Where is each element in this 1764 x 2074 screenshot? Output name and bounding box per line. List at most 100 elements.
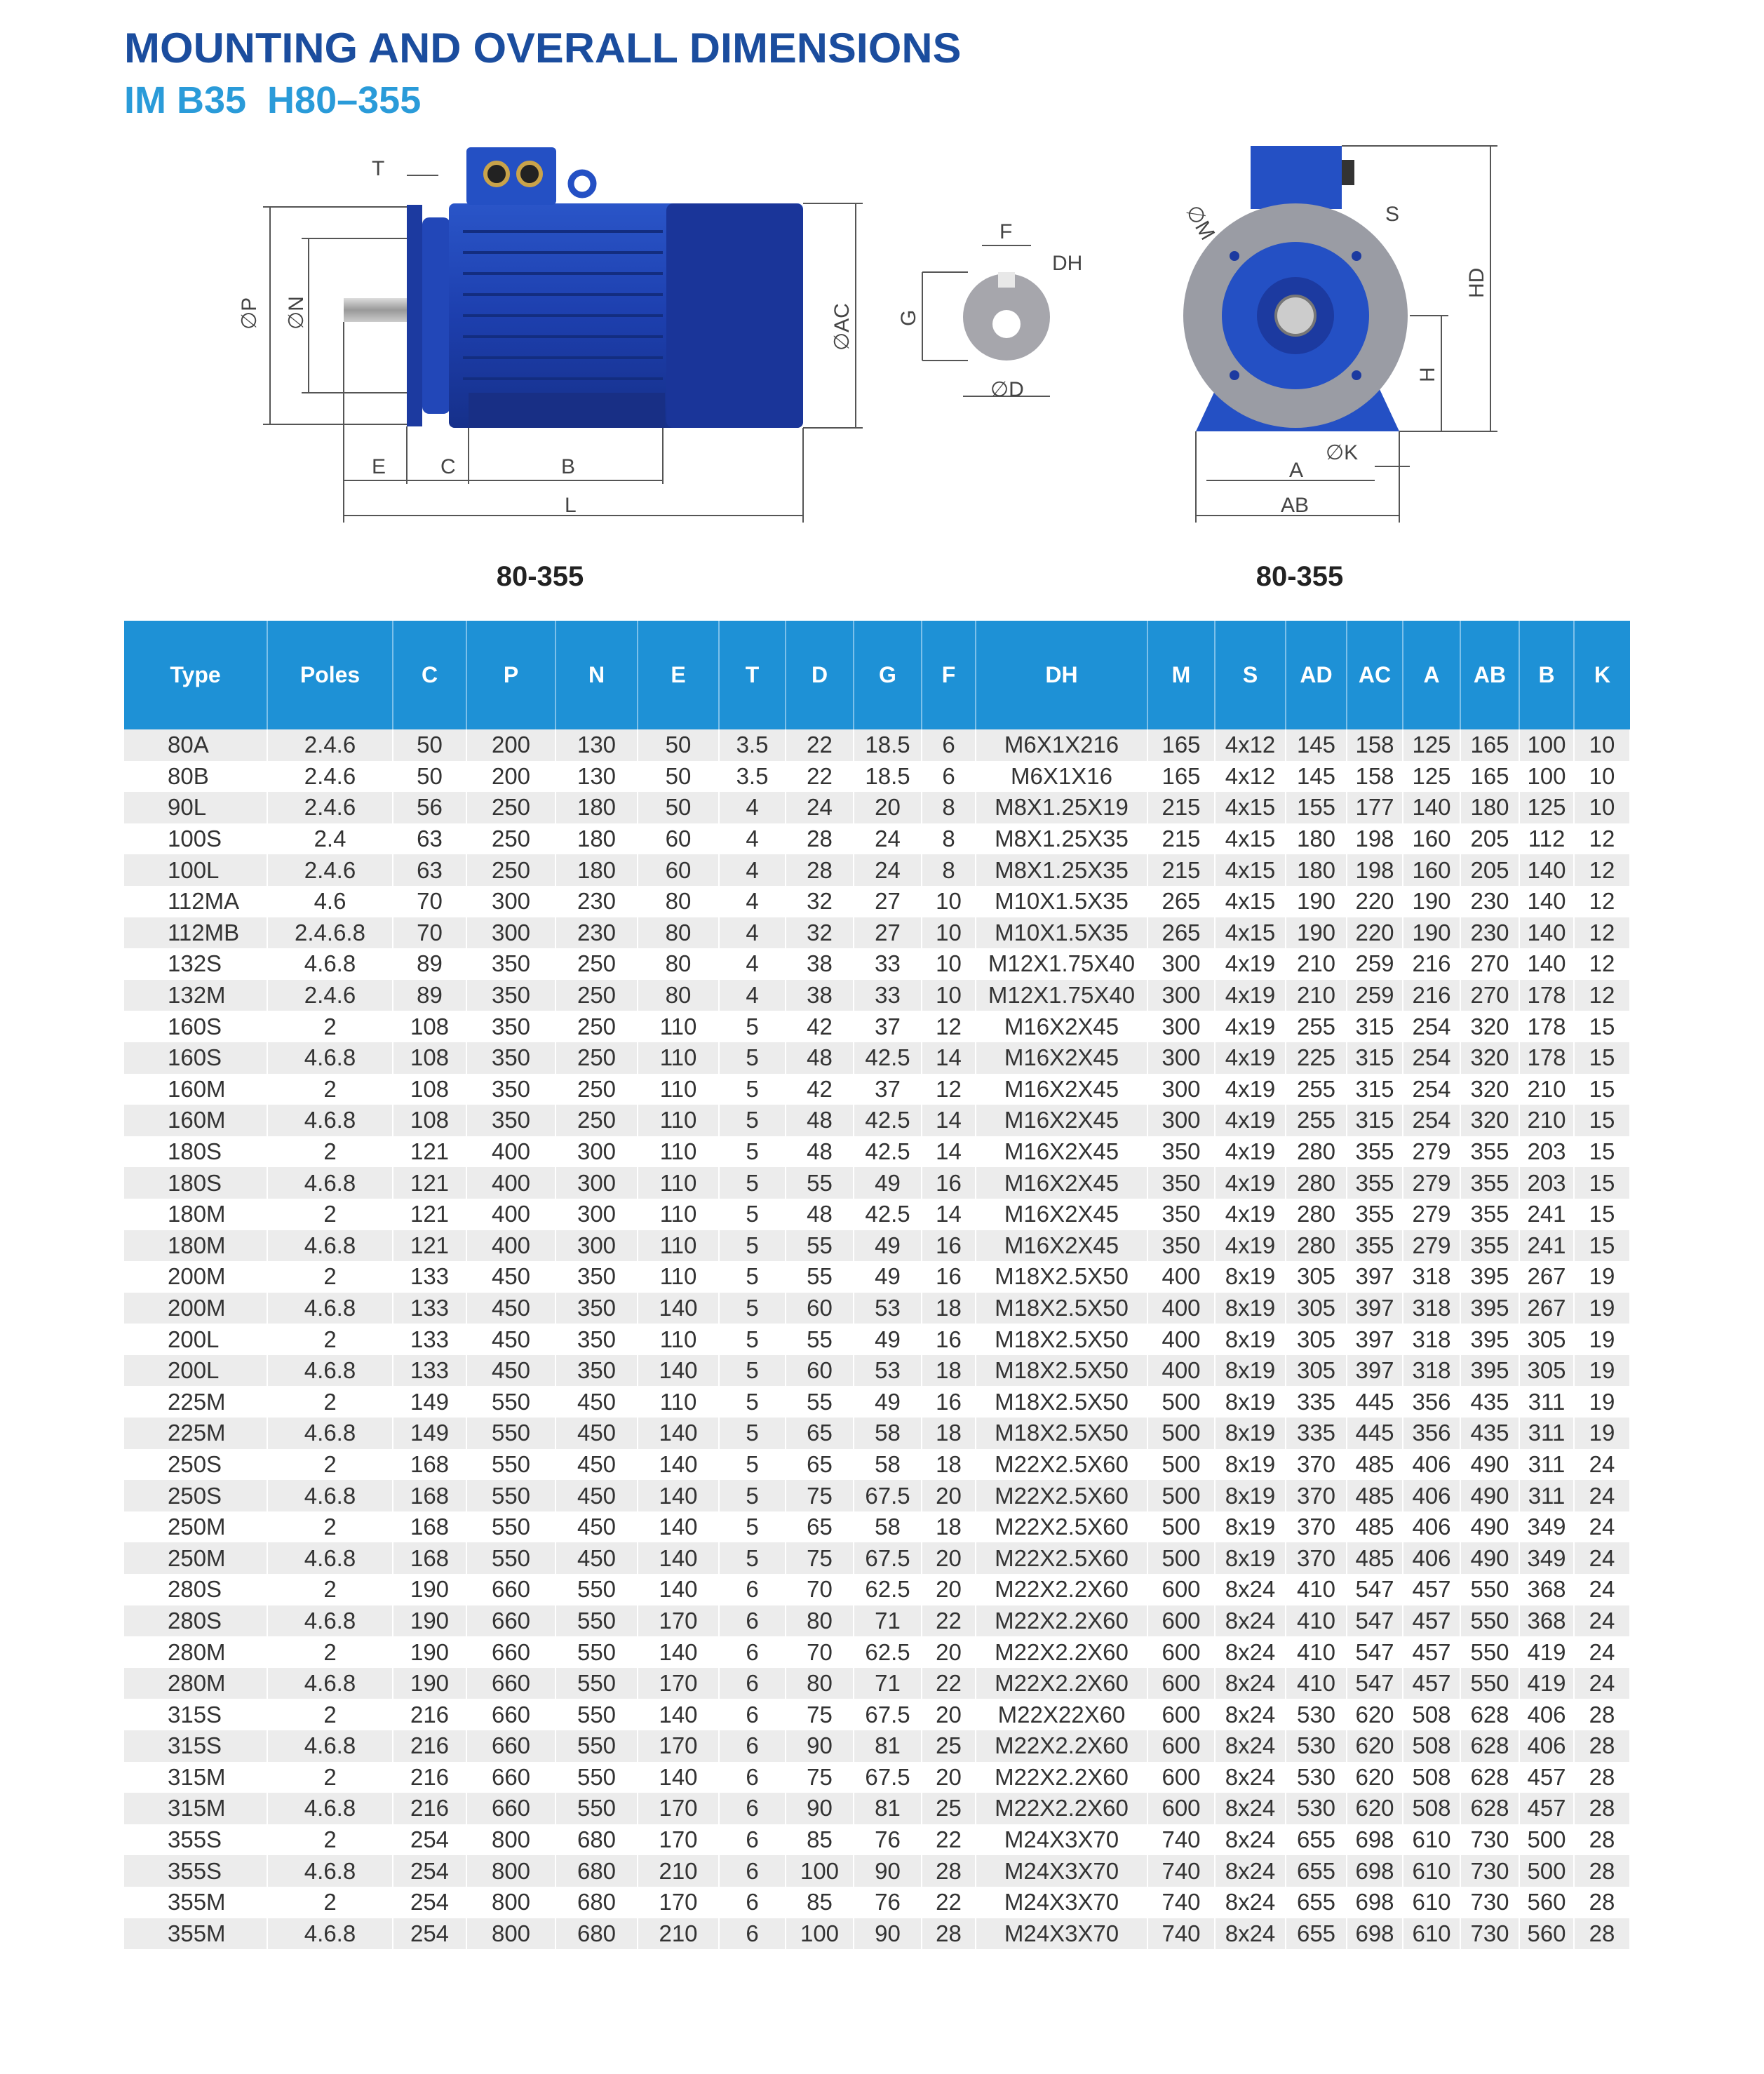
cell-m: 400: [1147, 1354, 1216, 1387]
cell-c: 254: [393, 1824, 467, 1856]
cell-t: 5: [719, 1292, 786, 1324]
front-dimension-lines: [1195, 145, 1497, 523]
cell-m: 300: [1147, 1011, 1216, 1042]
cell-poles: 2: [267, 1448, 393, 1481]
cell-ab: 550: [1460, 1636, 1520, 1668]
cell-k: 15: [1574, 1105, 1631, 1136]
cell-m: 500: [1147, 1386, 1216, 1418]
cell-t: 4: [719, 823, 786, 855]
page-subtitle: IM B35 H80–355: [124, 79, 422, 121]
cell-g: 49: [854, 1324, 922, 1355]
cell-type: 100L: [124, 854, 268, 886]
cell-n: 350: [556, 1354, 638, 1387]
column-header-p: P: [466, 621, 556, 729]
table-row: 112MB 2.4.6.8 70 300 230 80 4 32 27 10 M10X1.5X35 2…: [124, 917, 1631, 949]
cell-n: 680: [556, 1855, 638, 1887]
cell-f: 18: [922, 1418, 976, 1449]
cell-p: 800: [466, 1855, 556, 1887]
table-row: 315S 2 216 660 550 140 6 75 67.5 20 M22X22X60 600 8x…: [124, 1699, 1631, 1730]
cell-ac: 485: [1347, 1448, 1403, 1481]
cell-s: 4x15: [1215, 854, 1286, 886]
cell-ac: 445: [1347, 1418, 1403, 1449]
cell-g: 71: [854, 1667, 922, 1699]
cell-s: 8x24: [1215, 1667, 1286, 1699]
table-row: 132S 4.6.8 89 350 250 80 4 38 33 10 M12X1.75X40 300…: [124, 948, 1631, 980]
cell-m: 350: [1147, 1167, 1216, 1199]
cell-f: 14: [922, 1198, 976, 1230]
cell-a: 279: [1403, 1198, 1461, 1230]
cell-a: 279: [1403, 1167, 1461, 1199]
cell-f: 10: [922, 917, 976, 949]
cell-b: 419: [1519, 1636, 1575, 1668]
cell-b: 349: [1519, 1511, 1575, 1543]
cell-ac: 259: [1347, 979, 1403, 1011]
label-ab: AB: [1281, 494, 1309, 517]
cell-ac: 177: [1347, 792, 1403, 823]
cell-n: 300: [556, 1167, 638, 1199]
cell-d: 80: [786, 1605, 854, 1637]
cell-m: 500: [1147, 1480, 1216, 1511]
label-a: A: [1289, 459, 1303, 482]
table-row: 315M 4.6.8 216 660 550 170 6 90 81 25 M22X2.2X60 60…: [124, 1793, 1631, 1824]
cell-n: 550: [556, 1761, 638, 1793]
cell-dh: M12X1.75X40: [976, 979, 1148, 1011]
cell-m: 300: [1147, 1105, 1216, 1136]
cell-k: 19: [1574, 1418, 1631, 1449]
cell-d: 48: [786, 1105, 854, 1136]
column-header-ac: AC: [1347, 621, 1403, 729]
cell-poles: 4.6.8: [267, 1105, 393, 1136]
cell-p: 800: [466, 1824, 556, 1856]
cell-s: 8x24: [1215, 1636, 1286, 1668]
cell-e: 80: [638, 979, 720, 1011]
cell-type: 355M: [124, 1918, 268, 1950]
cell-ac: 259: [1347, 948, 1403, 980]
cell-ab: 355: [1460, 1167, 1520, 1199]
cell-a: 160: [1403, 823, 1461, 855]
cell-ab: 320: [1460, 1105, 1520, 1136]
cell-p: 250: [466, 792, 556, 823]
cell-c: 216: [393, 1730, 467, 1762]
cell-d: 60: [786, 1354, 854, 1387]
cell-e: 210: [638, 1855, 720, 1887]
cell-f: 20: [922, 1542, 976, 1575]
cell-k: 12: [1574, 823, 1631, 855]
cell-g: 49: [854, 1261, 922, 1293]
cell-e: 60: [638, 854, 720, 886]
cell-type: 180M: [124, 1230, 268, 1262]
cell-g: 33: [854, 979, 922, 1011]
cell-type: 160S: [124, 1042, 268, 1074]
cell-k: 12: [1574, 948, 1631, 980]
cell-ab: 270: [1460, 948, 1520, 980]
cell-b: 267: [1519, 1261, 1575, 1293]
cell-d: 48: [786, 1042, 854, 1074]
cell-c: 89: [393, 979, 467, 1011]
cell-m: 600: [1147, 1730, 1216, 1762]
caption-side-view: 80-355: [496, 561, 584, 592]
cell-b: 311: [1519, 1480, 1575, 1511]
cell-a: 254: [1403, 1073, 1461, 1105]
cell-dh: M16X2X45: [976, 1011, 1148, 1042]
cell-d: 42: [786, 1011, 854, 1042]
cell-m: 500: [1147, 1511, 1216, 1543]
cell-a: 254: [1403, 1105, 1461, 1136]
table-row: 100L 2.4.6 63 250 180 60 4 28 24 8 M8X1.25X35 215 4x…: [124, 854, 1631, 886]
cell-ac: 485: [1347, 1511, 1403, 1543]
cell-ab: 490: [1460, 1448, 1520, 1481]
cell-ab: 550: [1460, 1667, 1520, 1699]
cell-n: 230: [556, 917, 638, 949]
cell-d: 55: [786, 1261, 854, 1293]
cell-dh: M22X22X60: [976, 1699, 1148, 1730]
table-row: 280M 4.6.8 190 660 550 170 6 80 71 22 M22X2.2X60 60…: [124, 1667, 1631, 1699]
cell-t: 6: [719, 1855, 786, 1887]
cell-dh: M16X2X45: [976, 1167, 1148, 1199]
cell-a: 190: [1403, 885, 1461, 917]
cell-s: 8x19: [1215, 1261, 1286, 1293]
cell-f: 18: [922, 1448, 976, 1481]
cell-c: 216: [393, 1761, 467, 1793]
page-title: MOUNTING AND OVERALL DIMENSIONS: [124, 25, 962, 72]
cell-s: 8x19: [1215, 1542, 1286, 1575]
cell-d: 65: [786, 1511, 854, 1543]
dimensions-table: Type Poles C P N E T D G F DH M S AD AC A AB B K 80A 2.4.6 5…: [124, 621, 1631, 1950]
cell-e: 140: [638, 1542, 720, 1575]
cell-e: 110: [638, 1324, 720, 1355]
